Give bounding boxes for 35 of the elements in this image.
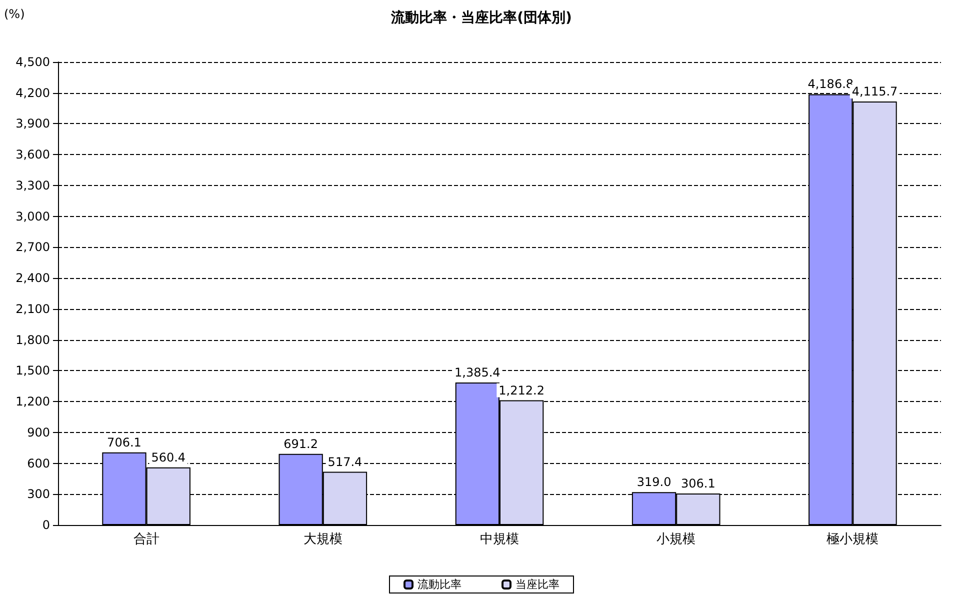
data-label: 1,212.2: [498, 383, 544, 398]
y-tick-label: 300: [27, 487, 50, 502]
x-tick-label: 極小規模: [826, 532, 879, 547]
y-tick-label: 4,200: [16, 86, 50, 100]
x-tick-label: 大規模: [303, 532, 342, 547]
y-axis-title: (%): [4, 7, 25, 21]
chart-title: 流動比率・当座比率(団体別): [390, 9, 572, 26]
y-tick-label: 1,200: [16, 394, 50, 409]
legend-label: 流動比率: [418, 578, 462, 591]
x-tick-label: 合計: [133, 532, 160, 547]
data-label: 706.1: [107, 435, 142, 450]
y-tick-label: 4,500: [16, 55, 50, 69]
x-tick-label: 小規模: [656, 532, 696, 547]
y-tick-label: 600: [27, 456, 50, 470]
y-tick-label: 900: [27, 425, 50, 440]
data-label: 319.0: [636, 475, 672, 490]
data-label: 1,385.4: [454, 365, 500, 380]
y-tick-label: 2,100: [16, 302, 50, 316]
legend-label: 当座比率: [516, 578, 560, 591]
y-tick-label: 1,500: [16, 364, 50, 378]
data-label: 4,115.7: [852, 84, 898, 99]
y-tick-label: 2,400: [16, 271, 50, 286]
y-tick-label: 3,900: [16, 116, 50, 131]
data-label: 560.4: [151, 450, 186, 464]
y-tick-label: 3,000: [16, 209, 50, 224]
y-tick-label: 0: [42, 518, 50, 532]
y-tick-label: 1,800: [16, 332, 50, 347]
data-label: 691.2: [284, 436, 318, 451]
data-label: 4,186.8: [808, 77, 854, 92]
y-tick-label: 3,300: [16, 178, 50, 192]
y-tick-label: 2,700: [16, 240, 50, 254]
data-label: 517.4: [328, 454, 362, 469]
y-tick-label: 3,600: [16, 148, 50, 162]
data-label: 306.1: [680, 476, 716, 491]
x-tick-label: 中規模: [480, 532, 519, 547]
